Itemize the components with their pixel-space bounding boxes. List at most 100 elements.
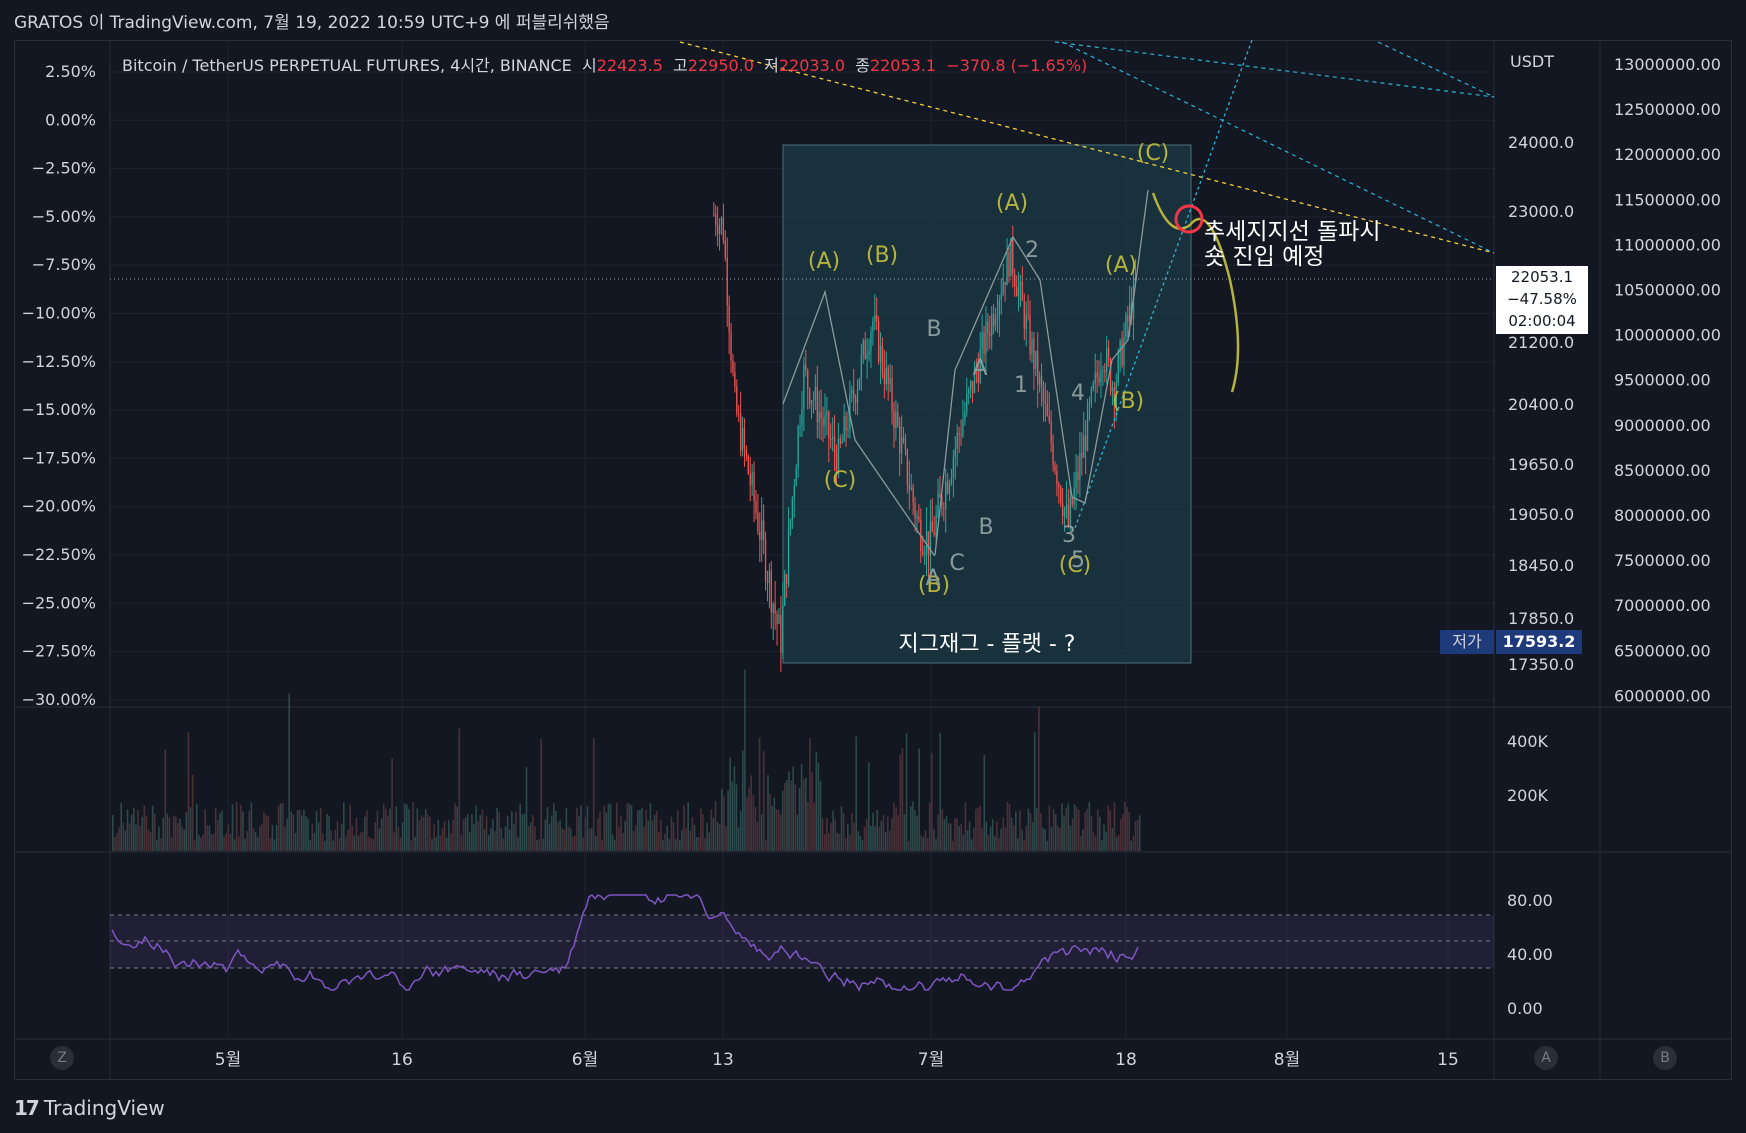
candle-body — [927, 531, 930, 556]
volume-bar — [939, 732, 941, 851]
candle-body — [749, 473, 751, 486]
candle-body — [1061, 503, 1064, 517]
candle-body — [877, 320, 880, 362]
volume-bar — [901, 748, 904, 851]
volume-bar — [895, 806, 897, 851]
volume-bar — [897, 814, 899, 851]
volume-bar — [1044, 829, 1046, 851]
volume-bar — [448, 820, 450, 851]
candle-body — [1040, 376, 1043, 388]
volume-bar — [546, 806, 549, 851]
candle-body — [914, 502, 916, 519]
volume-bar — [893, 802, 895, 851]
rsi-tick-80: 80.00 — [1507, 891, 1553, 910]
volume-bar — [958, 826, 960, 851]
candle-body — [816, 386, 818, 423]
volume-bar — [1010, 817, 1013, 851]
candle-body — [1002, 281, 1004, 295]
candle-body — [872, 321, 874, 332]
percent-tick: −10.00% — [22, 304, 96, 323]
candle-body — [741, 427, 744, 451]
volume-bar — [1080, 836, 1082, 851]
candle-body — [1056, 471, 1058, 484]
volume-bar — [452, 820, 454, 851]
candle-body — [722, 217, 725, 241]
volume-bar — [1088, 802, 1091, 851]
volume-bar — [187, 732, 190, 851]
volume-bar — [960, 823, 962, 851]
volume-bar — [752, 794, 755, 851]
candle-body — [1052, 443, 1054, 466]
rsi-tick-40: 40.00 — [1507, 945, 1553, 964]
candle-body — [768, 570, 771, 584]
auto-scale-a-button[interactable]: A — [1534, 1046, 1558, 1070]
candle-body — [912, 487, 914, 503]
forecast-path — [1151, 192, 1240, 393]
volume-bar — [334, 829, 337, 851]
right-tick: 11500000.00 — [1614, 190, 1721, 209]
volume-bar — [141, 816, 143, 851]
box-caption: 지그재그 - 플랫 - ? — [898, 632, 1076, 657]
close-label: 종 — [855, 56, 870, 75]
volume-bar — [918, 748, 920, 851]
price-tick: 17850.0 — [1508, 609, 1574, 628]
volume-bar — [1000, 828, 1002, 851]
candle-body — [1023, 300, 1025, 330]
volume-bar — [1036, 808, 1038, 851]
tradingview-logo[interactable]: 17 TradingView — [14, 1096, 165, 1120]
volume-bar — [441, 828, 444, 851]
percent-tick: −20.00% — [22, 497, 96, 516]
volume-bar — [336, 821, 339, 851]
volume-bar — [1109, 810, 1112, 851]
volume-bar — [798, 788, 801, 851]
volume-bar — [357, 835, 360, 851]
candle-body — [893, 410, 895, 429]
auto-scale-b-button[interactable]: B — [1653, 1046, 1677, 1070]
volume-bar — [1027, 808, 1030, 851]
volume-bar — [1002, 817, 1004, 851]
volume-bar — [525, 767, 528, 851]
volume-bar — [185, 812, 188, 851]
volume-bar — [907, 840, 910, 851]
candle-body — [784, 574, 786, 606]
volume-bar — [504, 826, 507, 851]
candle-body — [1035, 350, 1037, 370]
volume-bar — [920, 835, 923, 851]
right-tick: 9000000.00 — [1614, 416, 1711, 435]
price-tick: 19050.0 — [1508, 505, 1574, 524]
volume-bar — [422, 817, 425, 851]
volume-bar — [1054, 814, 1057, 851]
candle-body — [860, 354, 863, 379]
volume-bar — [767, 775, 769, 851]
volume-bar — [502, 838, 505, 851]
volume-bar — [695, 837, 698, 851]
candle-body — [1109, 360, 1112, 392]
volume-bar — [490, 828, 492, 851]
volume-bar — [347, 829, 349, 851]
candle-body — [1029, 315, 1031, 354]
volume-bar — [758, 737, 761, 851]
volume-bar — [376, 810, 379, 851]
volume-bar — [408, 809, 410, 851]
auto-scale-z-button[interactable]: Z — [50, 1046, 74, 1070]
volume-bar — [588, 828, 591, 851]
candle-body — [925, 531, 928, 554]
candle-body — [989, 333, 991, 336]
volume-bar — [1136, 819, 1139, 851]
volume-bar — [706, 822, 708, 851]
candle-body — [1119, 340, 1121, 354]
wave-box — [782, 144, 1192, 664]
candle-body — [918, 516, 920, 521]
candle-body — [1012, 237, 1014, 274]
open-value: 22423.5 — [596, 56, 663, 75]
open-label: 시 — [581, 56, 597, 75]
low-marker-label: 저가 — [1440, 630, 1494, 654]
volume-bar — [473, 824, 475, 851]
volume-bar — [727, 790, 729, 851]
candle-body — [1083, 435, 1085, 458]
volume-bar — [139, 826, 141, 851]
volume-bar — [802, 779, 805, 851]
volume-bar — [217, 819, 219, 851]
volume-bar — [595, 835, 597, 851]
